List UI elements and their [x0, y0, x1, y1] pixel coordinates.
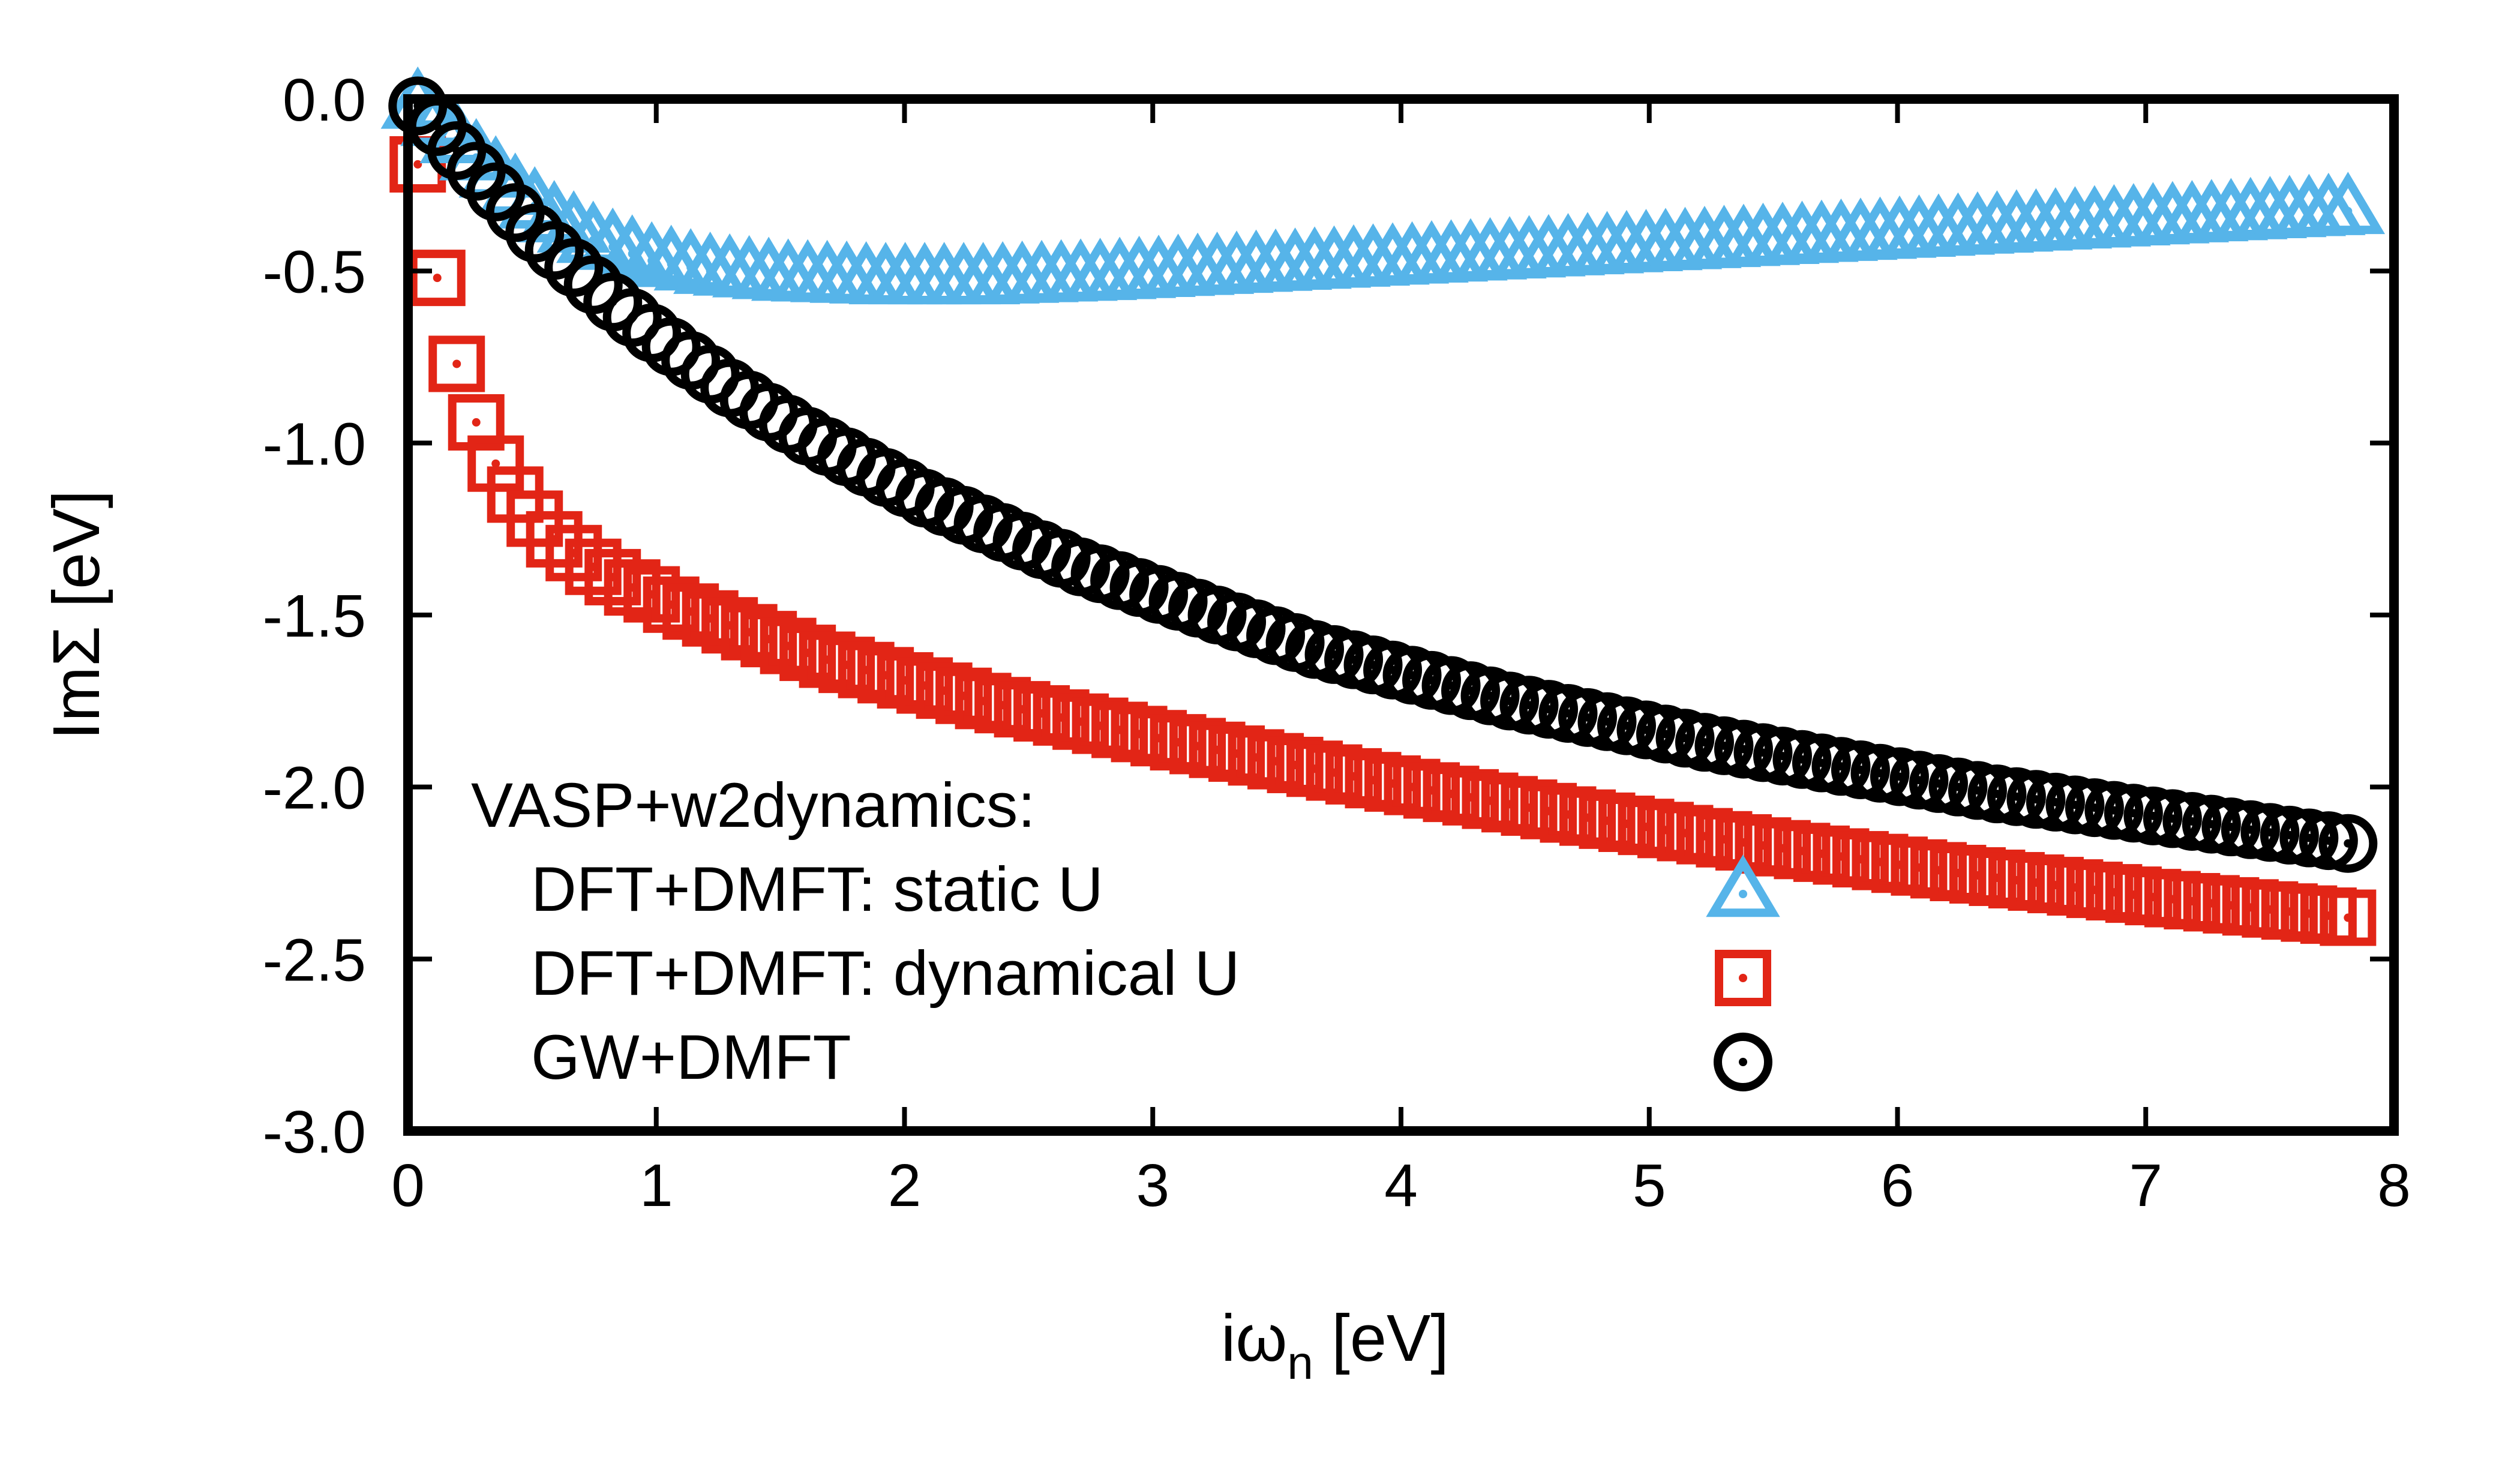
legend-header: VASP+w2dynamics: [471, 770, 1036, 841]
x-tick-label: 5 [1633, 1152, 1666, 1219]
y-tick-label: -1.5 [263, 583, 366, 650]
x-tick-label: 1 [640, 1152, 673, 1219]
x-axis-label: iωn [eV] [1221, 1301, 1449, 1389]
y-tick-label: -2.0 [263, 755, 366, 822]
series-circle [388, 76, 2378, 873]
y-tick-label: -1.0 [263, 410, 366, 478]
x-tick-label: 8 [2377, 1152, 2411, 1219]
legend-entry-gw-dmft: GW+DMFT [531, 1022, 851, 1093]
data-point-square [409, 250, 466, 307]
series-triangle [380, 66, 2386, 305]
data-point-square [467, 435, 524, 492]
x-tick-label: 2 [888, 1152, 922, 1219]
legend-markers [1706, 854, 1780, 1091]
y-tick-label: -3.0 [263, 1099, 366, 1166]
legend: VASP+w2dynamics: DFT+DMFT: static U DFT+… [471, 770, 1780, 1093]
data-point-square [2320, 889, 2377, 946]
y-tick-label: 0.0 [283, 67, 366, 134]
y-axis-label: ImΣ [eV] [40, 490, 113, 740]
x-tick-label: 4 [1384, 1152, 1418, 1219]
x-tick-label: 6 [1881, 1152, 1915, 1219]
data-point-square [428, 335, 485, 392]
x-tick-label: 3 [1136, 1152, 1169, 1219]
x-tick-label: 0 [391, 1152, 425, 1219]
data-point-square [448, 394, 505, 451]
y-tick-label: -2.5 [263, 926, 366, 994]
data-point-triangle [2311, 172, 2386, 235]
plot-markers [380, 66, 2386, 946]
legend-marker-square [1715, 950, 1771, 1006]
series-square [389, 136, 2377, 946]
legend-entry-dynamical-u: DFT+DMFT: dynamical U [531, 938, 1240, 1009]
x-tick-label: 7 [2129, 1152, 2162, 1219]
y-tick-label: -0.5 [263, 239, 366, 306]
legend-marker-triangle [1706, 854, 1780, 917]
data-point-circle [2318, 814, 2378, 873]
legend-entry-static-u: DFT+DMFT: static U [531, 854, 1103, 925]
legend-marker-circle [1714, 1033, 1772, 1091]
axis-ticks: 0 1 2 3 4 5 6 7 8 0.0 -0.5 -1.0 -1.5 -2.0 -2.5 -3.0 [263, 67, 2411, 1219]
